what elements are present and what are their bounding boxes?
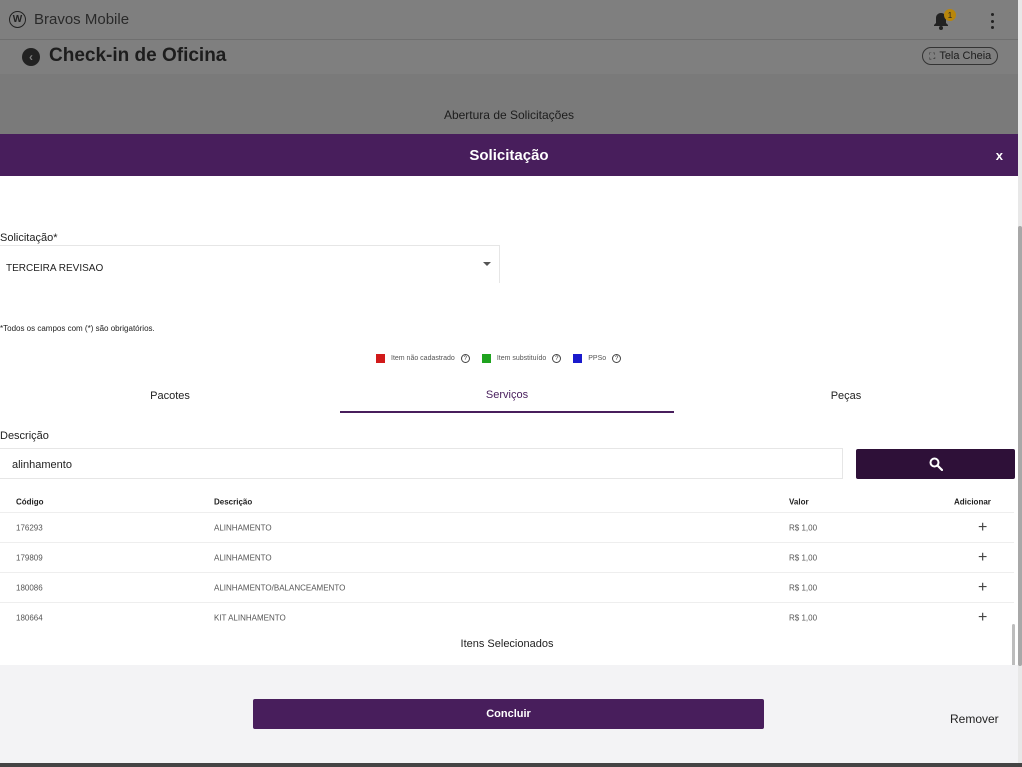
modal-title: Solicitação — [469, 146, 549, 164]
modal-footer: Concluir Remover — [0, 665, 1018, 767]
row-value: R$ 1,00 — [789, 523, 818, 532]
row-value: R$ 1,00 — [789, 613, 818, 622]
services-table: Código Descrição Valor Adicionar 176293 … — [0, 492, 1014, 640]
add-item-icon[interactable]: + — [978, 579, 988, 596]
description-search-value: alinhamento — [12, 459, 72, 471]
row-description: ALINHAMENTO — [214, 523, 272, 532]
column-header-description: Descrição — [214, 497, 253, 507]
row-value: R$ 1,00 — [789, 553, 818, 562]
app-name: Bravos Mobile — [34, 11, 130, 28]
search-icon — [929, 457, 943, 471]
notification-badge: 1 — [944, 9, 956, 21]
add-item-icon[interactable]: + — [978, 609, 988, 626]
bottom-edge — [0, 763, 1022, 767]
add-item-icon[interactable]: + — [978, 519, 988, 536]
table-body[interactable]: 176293 ALINHAMENTO R$ 1,00 + 179809 ALIN… — [0, 512, 1014, 640]
help-icon[interactable]: ? — [612, 354, 622, 363]
brand-logo-icon: W — [9, 11, 26, 28]
page-header: ‹ Check-in de Oficina ⛶ Tela Cheia — [0, 40, 1022, 74]
request-modal: Solicitação x Solicitação* TERCEIRA REVI… — [0, 134, 1018, 767]
table-header: Código Descrição Valor Adicionar — [0, 492, 1014, 512]
row-code: 179809 — [16, 553, 43, 562]
page-scrollbar[interactable] — [1018, 0, 1022, 767]
legend-label-unregistered: Item não cadastrado — [391, 355, 455, 362]
row-code: 180664 — [16, 613, 43, 622]
table-row: 179809 ALINHAMENTO R$ 1,00 + — [0, 542, 1014, 572]
request-select-value: TERCEIRA REVISAO — [6, 263, 104, 274]
help-icon[interactable]: ? — [552, 354, 562, 363]
table-row: 180086 ALINHAMENTO/BALANCEAMENTO R$ 1,00… — [0, 572, 1014, 602]
fullscreen-label: Tela Cheia — [939, 50, 992, 62]
more-menu-icon[interactable] — [986, 13, 998, 29]
page-title: Check-in de Oficina — [49, 45, 227, 66]
remove-button[interactable]: Remover — [950, 712, 999, 726]
scrollbar-thumb[interactable] — [1018, 226, 1022, 666]
fullscreen-icon: ⛶ — [929, 50, 936, 61]
tab-servicos[interactable]: Serviços — [340, 379, 674, 413]
row-code: 176293 — [16, 523, 43, 532]
selected-items-label: Itens Selecionados — [460, 638, 554, 650]
tabs: Pacotes Serviços Peças — [0, 379, 1018, 413]
legend: Item não cadastrado ? Item substituído ?… — [376, 354, 633, 363]
modal-close-button[interactable]: x — [995, 148, 1003, 163]
caret-down-icon — [483, 262, 491, 266]
app-bar: W Bravos Mobile 1 — [0, 0, 1022, 40]
fullscreen-button[interactable]: ⛶ Tela Cheia — [922, 47, 999, 65]
row-code: 180086 — [16, 583, 43, 592]
conclude-button[interactable]: Concluir — [253, 699, 764, 729]
table-row: 176293 ALINHAMENTO R$ 1,00 + — [0, 512, 1014, 542]
tab-pacotes[interactable]: Pacotes — [150, 390, 190, 402]
column-header-add: Adicionar — [954, 497, 991, 507]
add-item-icon[interactable]: + — [978, 549, 988, 566]
row-description: ALINHAMENTO/BALANCEAMENTO — [214, 583, 346, 592]
row-description: KIT ALINHAMENTO — [214, 613, 286, 622]
legend-blue-square — [573, 354, 583, 363]
legend-label-replaced: Item substituído — [496, 355, 547, 362]
search-button[interactable] — [856, 449, 1015, 479]
table-row: 180664 KIT ALINHAMENTO R$ 1,00 + — [0, 602, 1014, 632]
row-description: ALINHAMENTO — [214, 553, 272, 562]
required-fields-note: *Todos os campos com (*) são obrigatório… — [0, 324, 155, 333]
modal-header: Solicitação x — [0, 134, 1018, 176]
legend-red-square — [376, 354, 385, 363]
column-header-code: Código — [16, 497, 44, 507]
back-button[interactable]: ‹ — [22, 48, 40, 66]
background-section: Abertura de Solicitações — [0, 74, 1022, 134]
help-icon[interactable]: ? — [460, 354, 470, 363]
description-field-label: Descrição — [0, 430, 49, 442]
column-header-value: Valor — [789, 497, 809, 507]
legend-green-square — [481, 354, 491, 363]
legend-label-ppso: PPSo — [588, 355, 607, 362]
description-search-input[interactable]: alinhamento — [0, 448, 843, 479]
section-title: Abertura de Solicitações — [443, 108, 575, 122]
row-value: R$ 1,00 — [789, 583, 818, 592]
request-field-label: Solicitação* — [0, 232, 58, 244]
request-select[interactable]: TERCEIRA REVISAO — [0, 245, 500, 283]
tab-pecas[interactable]: Peças — [830, 390, 862, 402]
